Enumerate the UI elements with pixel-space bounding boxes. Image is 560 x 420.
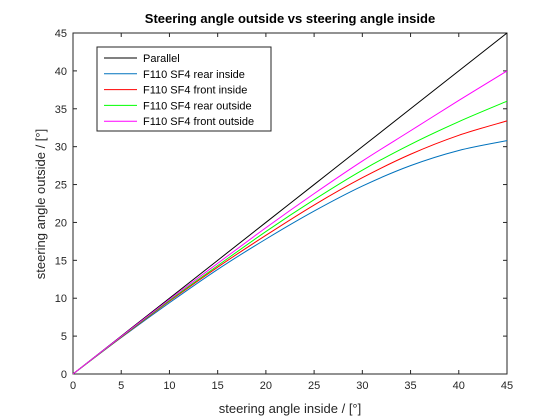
y-tick-label: 0 (61, 369, 67, 381)
series-lines (72, 32, 508, 375)
x-tick-label: 10 (163, 380, 175, 392)
y-tick-label: 40 (55, 66, 67, 78)
series-line-1 (72, 32, 508, 375)
x-tick-label: 25 (308, 380, 320, 392)
legend-label-5: F110 SF4 front outside (143, 116, 254, 128)
legend-label-4: F110 SF4 rear outside (143, 100, 252, 112)
x-tick-label: 35 (404, 380, 416, 392)
x-tick-label: 30 (356, 380, 368, 392)
x-axis-ticks: 0 5 10 15 20 25 30 35 40 45 (70, 33, 513, 392)
x-tick-label: 0 (70, 380, 76, 392)
y-axis-ticks: 0 5 10 15 20 25 30 35 40 45 (55, 28, 507, 381)
legend-label-2: F110 SF4 rear inside (143, 69, 245, 81)
chart-title: Steering angle outside vs steering angle… (145, 11, 435, 26)
y-tick-label: 20 (55, 217, 67, 229)
y-tick-label: 5 (61, 331, 67, 343)
legend-label-1: Parallel (143, 53, 180, 65)
y-tick-label: 15 (55, 255, 67, 267)
y-tick-label: 10 (55, 293, 67, 305)
legend-box (96, 46, 272, 132)
y-tick-label: 35 (55, 104, 67, 116)
x-tick-label: 5 (118, 380, 124, 392)
series-line-5 (72, 70, 508, 375)
series-line-2 (72, 140, 508, 375)
legend-items: Parallel F110 SF4 rear inside F110 SF4 fro… (104, 53, 254, 128)
x-tick-label: 15 (212, 380, 224, 392)
y-tick-label: 45 (55, 28, 67, 40)
x-tick-label: 40 (453, 380, 465, 392)
series-line-4 (72, 100, 508, 375)
y-tick-label: 30 (55, 142, 67, 154)
x-axis-label: steering angle inside / [°] (219, 401, 362, 416)
y-tick-label: 25 (55, 180, 67, 192)
y-axis-label: steering angle outside / [°] (33, 129, 48, 279)
legend-label-3: F110 SF4 front inside (143, 85, 247, 97)
x-tick-label: 20 (260, 380, 272, 392)
legend: Parallel F110 SF4 rear inside F110 SF4 fro… (96, 46, 272, 132)
x-tick-label: 45 (501, 380, 513, 392)
